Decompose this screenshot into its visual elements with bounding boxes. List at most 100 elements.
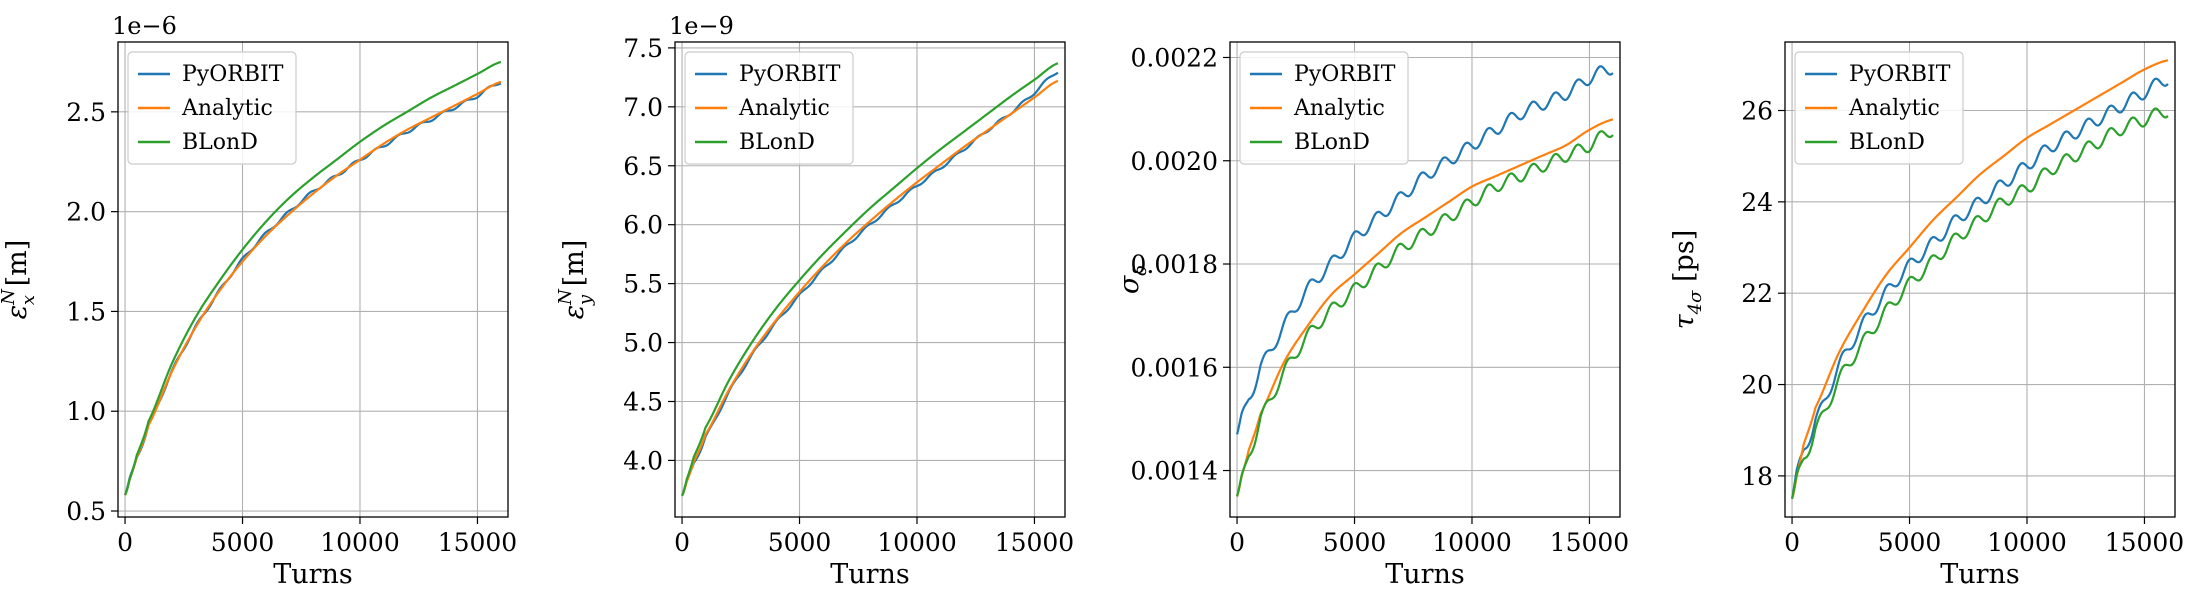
legend-box [684,51,854,165]
x-tick-label: 10000 [1987,528,2067,557]
legend-label-analytic: Analytic [738,96,830,121]
y-tick-label: 0.0022 [1131,43,1218,72]
y-tick-label: 1.0 [66,397,106,426]
y-label-symbol: σ [1114,274,1145,294]
chart-panel-3: 0 5000 10000 15000 0.0014 0.0016 0.0018 0.0020 0… [1114,41,1630,590]
legend-box [1239,51,1409,165]
y-axis-label: τ4σ [ps] [1669,230,1706,329]
legend: PyORBIT Analytic BLonD [1794,51,1964,165]
x-tick-label: 5000 [1878,528,1942,557]
y-tick-label: 4.5 [623,387,663,416]
series-line-blond [1790,107,2169,499]
legend-label-pyorbit: PyORBIT [182,62,284,87]
y-label-superscript: N [0,288,19,306]
x-tick-label: 5000 [211,528,275,557]
legend-label-pyorbit: PyORBIT [1294,62,1396,87]
y-offset-label: 1e−6 [112,12,177,40]
legend-label-analytic: Analytic [1848,96,1940,121]
y-label-unit: [ps] [1669,230,1700,291]
y-label-symbol: τ [1669,313,1700,329]
y-tick-label: 6.5 [623,152,663,181]
x-axis-label: Turns [1940,559,2020,590]
y-label-subscript: 4σ [1685,290,1706,315]
y-tick-label: 7.0 [623,93,663,122]
legend-label-analytic: Analytic [181,96,273,121]
axes-frame [674,41,1066,518]
y-tick-label: 18 [1741,462,1773,491]
x-tick-label: 0 [1229,528,1245,557]
x-tick-label: 10000 [877,528,957,557]
y-label-subscript: y [575,294,596,306]
y-tick-label: 22 [1741,279,1773,308]
y-tick-label: 0.5 [66,497,106,526]
y-tick-label: 5.5 [623,270,663,299]
x-tick-label: 15000 [438,528,518,557]
legend-label-blond: BLonD [1294,130,1370,155]
y-label-subscript: δ [1130,265,1151,276]
legend: PyORBIT Analytic BLonD [127,51,297,165]
y-axis-label: εNy [m] [555,240,596,320]
legend-label-blond: BLonD [1849,130,1925,155]
x-tick-label: 5000 [768,528,832,557]
axes-frame [1229,41,1621,518]
x-axis-label: Turns [830,559,910,590]
x-tick-label: 0 [1784,528,1800,557]
series-line-analytic [1236,118,1614,497]
legend-label-pyorbit: PyORBIT [1849,62,1951,87]
y-label-symbol: ε [2,305,33,320]
y-label-subscript: x [18,295,39,305]
x-tick-label: 5000 [1323,528,1387,557]
legend-label-pyorbit: PyORBIT [739,62,841,87]
axes-frame [1784,41,2176,518]
x-tick-label: 10000 [320,528,400,557]
chart-panel-4: 0 5000 10000 15000 18 20 22 24 26 Turns τ4σ [ps] Py… [1669,41,2185,590]
x-tick-label: 15000 [2105,528,2185,557]
x-axis-label: Turns [1385,559,1465,590]
legend-box [1794,51,1964,165]
y-tick-label: 24 [1741,188,1773,217]
chart-panel-1: 0 5000 10000 15000 0.5 1.0 1.5 2.0 2.5 1e−6 Turns ε… [0,12,517,590]
legend-label-blond: BLonD [739,130,815,155]
series-line-analytic [124,80,502,496]
x-tick-label: 0 [117,528,133,557]
series-line-blond [681,62,1059,497]
x-tick-label: 15000 [1550,528,1630,557]
legend-label-analytic: Analytic [1293,96,1385,121]
legend: PyORBIT Analytic BLonD [684,51,854,165]
y-tick-label: 0.0014 [1131,457,1218,486]
y-label-unit: [m] [559,240,590,295]
x-tick-label: 0 [674,528,690,557]
y-tick-label: 2.0 [66,198,106,227]
series-line-analytic [1790,59,2169,500]
axes-frame [117,41,509,518]
series-line-blond [124,60,502,496]
x-tick-label: 15000 [995,528,1075,557]
y-tick-label: 7.5 [623,34,663,63]
legend-box [127,51,297,165]
y-label-superscript: N [555,288,576,306]
x-axis-label: Turns [273,559,353,590]
y-label-unit: [m] [2,240,33,295]
y-tick-label: 2.5 [66,98,106,127]
y-tick-label: 0.0016 [1131,353,1218,382]
chart-panel-2: 0 5000 10000 15000 4.0 4.5 5.0 5.5 6.0 6.5 7.0 7.51… [555,12,1074,590]
y-tick-label: 5.0 [623,329,663,358]
x-tick-label: 10000 [1432,528,1512,557]
y-axis-label: εNx [m] [0,240,39,320]
y-tick-label: 1.5 [66,297,106,326]
y-tick-label: 0.0018 [1131,250,1218,279]
y-label-symbol: ε [559,305,590,320]
series-line-analytic [681,79,1059,497]
y-tick-label: 20 [1741,371,1773,400]
y-axis-label: σδ [1114,265,1151,294]
series-line-blond [1235,130,1614,497]
y-tick-label: 6.0 [623,211,663,240]
legend-label-blond: BLonD [182,130,258,155]
series-line-pyorbit [1235,65,1614,435]
legend: PyORBIT Analytic BLonD [1239,51,1409,165]
y-tick-label: 0.0020 [1131,147,1218,176]
y-tick-label: 26 [1741,97,1773,126]
y-offset-label: 1e−9 [669,12,734,40]
